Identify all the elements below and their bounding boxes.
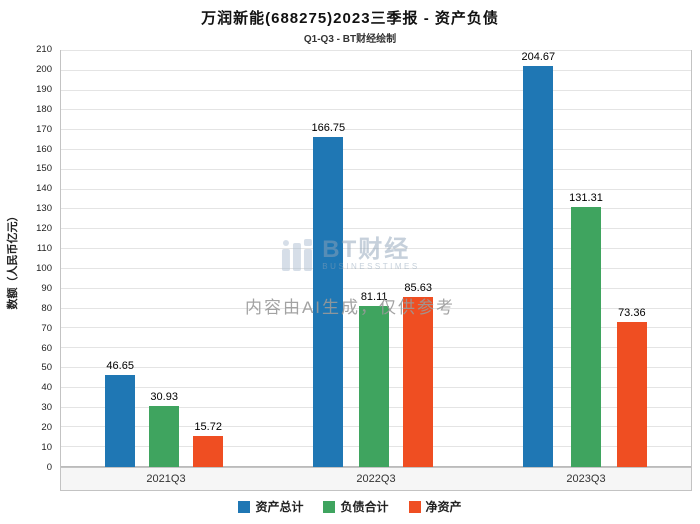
y-tick-label: 20: [41, 422, 52, 434]
bar: [313, 136, 344, 467]
y-tick-label: 80: [41, 302, 52, 314]
bar: [193, 435, 224, 467]
legend-item: 净资产: [408, 498, 462, 515]
y-tick-label: 190: [36, 83, 52, 95]
legend-label: 净资产: [425, 500, 462, 514]
bar-group: 204.67 131.31 73.36: [522, 51, 647, 467]
bar-value-label: 15.72: [194, 420, 222, 433]
gridline: [61, 228, 691, 230]
plot-area: 46.65 30.93 15.72 166.75 81.11 85.63 204.67 131…: [60, 50, 692, 468]
x-tick-label: 2021Q3: [146, 473, 186, 485]
y-tick-label: 130: [36, 203, 52, 215]
gridline: [61, 149, 691, 151]
bar-column: 15.72: [193, 51, 224, 467]
bar: [105, 374, 136, 467]
y-tick-label: 0: [46, 462, 52, 473]
bar-column: 166.75: [311, 51, 346, 467]
chart-title: 万润新能(688275)2023三季报 - 资产负债: [201, 10, 499, 27]
gridline: [61, 109, 691, 111]
bar-value-label: 46.65: [106, 359, 134, 372]
y-tick-label: 170: [36, 123, 52, 135]
y-tick-label: 10: [41, 442, 52, 454]
x-axis: 2021Q3 2022Q3 2023Q3: [60, 468, 692, 491]
x-tick-label: 2022Q3: [356, 473, 396, 485]
y-tick-label: 90: [41, 282, 52, 294]
bar-column: 85.63: [403, 51, 434, 467]
gridline: [61, 188, 691, 190]
bar-column: 73.36: [616, 51, 647, 467]
bars-layer: 46.65 30.93 15.72 166.75 81.11 85.63 204.67 131…: [61, 51, 691, 467]
bar-value-label: 131.31: [569, 191, 603, 204]
bar: [571, 206, 601, 467]
y-tick-label: 150: [36, 163, 52, 175]
bar-value-label: 73.36: [618, 306, 646, 319]
y-tick-label: 110: [36, 243, 52, 255]
bar-column: 46.65: [105, 51, 136, 467]
legend-swatch: [238, 500, 251, 513]
y-tick-label: 40: [41, 382, 52, 394]
legend: 资产总计 负债合计 净资产: [0, 498, 700, 515]
gridline: [61, 208, 691, 210]
bar-column: 131.31: [569, 51, 603, 467]
legend-label: 资产总计: [255, 500, 304, 514]
bar-column: 204.67: [521, 51, 556, 467]
bar: [359, 306, 390, 467]
y-tick-label: 100: [36, 262, 52, 274]
y-tick-label: 200: [36, 63, 52, 75]
bar-value-label: 85.63: [404, 282, 432, 295]
bar: [616, 321, 647, 467]
gridline: [61, 168, 691, 170]
y-tick-label: 180: [36, 103, 52, 115]
gridline: [61, 69, 691, 71]
gridline: [61, 248, 691, 250]
bar-value-label: 30.93: [150, 390, 178, 403]
legend-swatch: [408, 500, 421, 513]
y-axis-label: 数额（人民币亿元）: [7, 210, 19, 310]
y-tick-label: 70: [41, 322, 52, 334]
y-tick-label: 210: [36, 44, 52, 55]
bar: [523, 66, 554, 467]
y-tick-label: 30: [41, 402, 52, 414]
bar-value-label: 204.67: [521, 51, 556, 63]
gridline: [61, 267, 691, 269]
gridline: [61, 50, 691, 51]
bar-column: 81.11: [359, 51, 390, 467]
legend-item: 负债合计: [323, 498, 389, 515]
bar: [403, 297, 434, 467]
bar-column: 30.93: [149, 51, 180, 467]
y-tick-label: 160: [36, 143, 52, 155]
gridline: [61, 287, 691, 289]
legend-label: 负债合计: [340, 500, 389, 514]
y-tick-label: 140: [36, 183, 52, 195]
bar-group: 166.75 81.11 85.63: [312, 51, 434, 467]
y-tick-label: 60: [41, 342, 52, 354]
x-tick-label: 2023Q3: [566, 473, 606, 485]
legend-swatch: [323, 500, 336, 513]
y-tick-label: 50: [41, 362, 52, 374]
chart-subtitle: Q1-Q3 - BT财经绘制: [303, 34, 397, 45]
y-tick-label: 120: [36, 223, 52, 235]
y-axis: 0 10 20 30 40 50 60 70 80 90 100 110 120 130 140 150 160…: [28, 44, 56, 473]
legend-item: 资产总计: [238, 498, 303, 515]
gridline: [61, 129, 691, 131]
gridline: [61, 89, 691, 91]
bar-group: 46.65 30.93 15.72: [105, 51, 224, 467]
bar-value-label: 81.11: [360, 291, 388, 304]
bar: [149, 405, 180, 467]
bar-value-label: 166.75: [311, 121, 346, 134]
